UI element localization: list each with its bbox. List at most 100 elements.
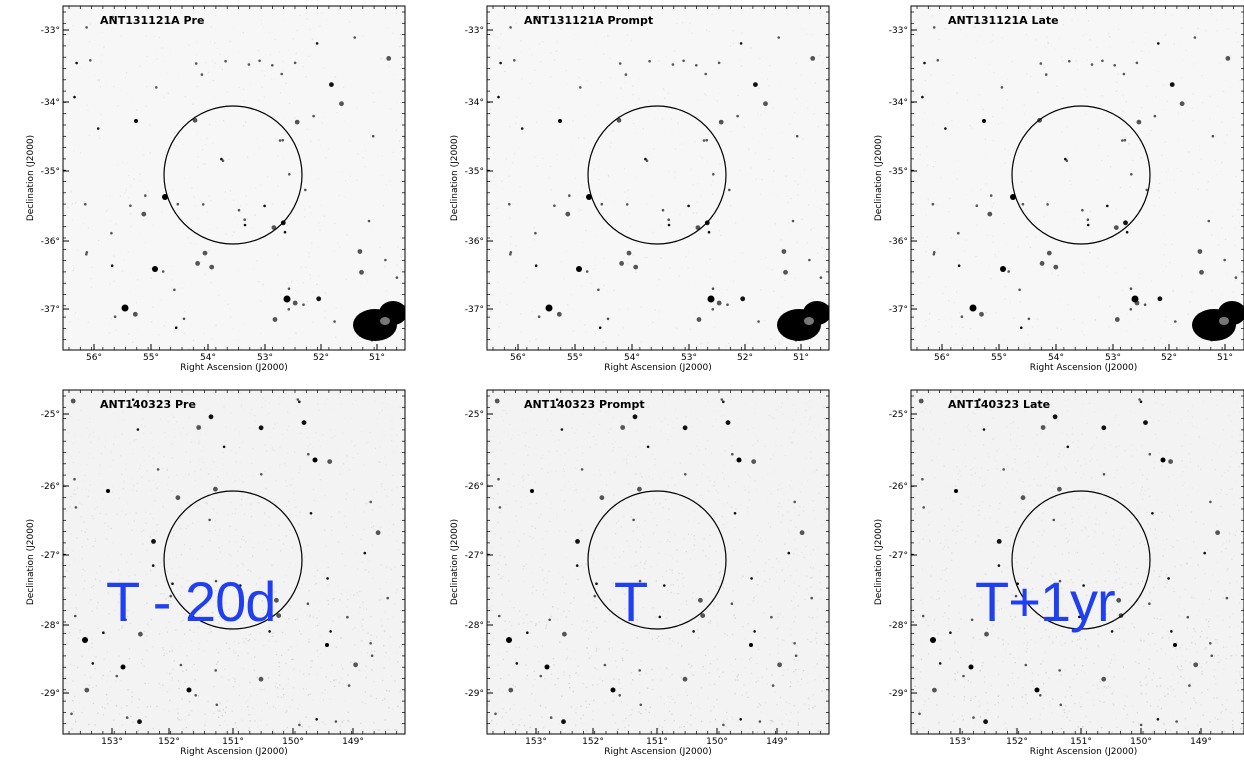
noise-pixel [825, 293, 826, 294]
noise-pixel [679, 726, 680, 727]
noise-pixel [825, 471, 826, 472]
noise-pixel [1035, 237, 1036, 238]
point-source [568, 194, 571, 197]
noise-pixel [90, 434, 91, 435]
noise-pixel [83, 708, 84, 709]
noise-pixel [809, 407, 810, 408]
noise-pixel [788, 469, 789, 470]
noise-pixel [656, 580, 657, 581]
noise-pixel [71, 456, 72, 457]
noise-pixel [989, 64, 990, 65]
noise-pixel [588, 593, 589, 594]
noise-pixel [489, 462, 490, 463]
noise-pixel [691, 534, 692, 535]
noise-pixel [133, 485, 134, 486]
noise-pixel [733, 590, 734, 591]
noise-pixel [1032, 326, 1033, 327]
point-source [633, 265, 638, 270]
noise-pixel [338, 195, 339, 196]
noise-pixel [1172, 290, 1173, 291]
noise-pixel [379, 92, 380, 93]
noise-pixel [194, 244, 195, 245]
point-source [708, 231, 711, 234]
noise-pixel [154, 500, 155, 501]
noise-pixel [209, 124, 210, 125]
noise-pixel [647, 688, 648, 689]
noise-pixel [1163, 84, 1164, 85]
noise-pixel [501, 450, 502, 451]
noise-pixel [582, 242, 583, 243]
noise-pixel [1145, 32, 1146, 33]
noise-pixel [93, 518, 94, 519]
noise-pixel [827, 195, 828, 196]
noise-pixel [494, 414, 495, 415]
noise-pixel [289, 605, 290, 606]
noise-pixel [697, 99, 698, 100]
point-source [703, 139, 706, 142]
noise-pixel [122, 162, 123, 163]
noise-pixel [1003, 223, 1004, 224]
noise-pixel [765, 539, 766, 540]
noise-pixel [518, 484, 519, 485]
noise-pixel [288, 501, 289, 502]
noise-pixel [89, 646, 90, 647]
noise-pixel [737, 675, 738, 676]
noise-pixel [320, 653, 321, 654]
noise-pixel [235, 480, 236, 481]
noise-pixel [819, 55, 820, 56]
noise-pixel [1141, 107, 1142, 108]
noise-pixel [229, 648, 230, 649]
noise-pixel [563, 611, 564, 612]
noise-pixel [1236, 176, 1237, 177]
noise-pixel [253, 663, 254, 664]
noise-pixel [714, 481, 715, 482]
point-source [1180, 101, 1185, 106]
noise-pixel [662, 727, 663, 728]
noise-pixel [756, 596, 757, 597]
noise-pixel [601, 324, 602, 325]
point-source [339, 101, 344, 106]
noise-pixel [502, 410, 503, 411]
noise-pixel [793, 553, 794, 554]
noise-pixel [70, 496, 71, 497]
noise-pixel [515, 500, 516, 501]
noise-pixel [371, 635, 372, 636]
noise-pixel [346, 234, 347, 235]
noise-pixel [128, 718, 129, 719]
noise-pixel [710, 293, 711, 294]
noise-pixel [1240, 80, 1241, 81]
noise-pixel [1139, 143, 1140, 144]
noise-pixel [278, 662, 279, 663]
noise-pixel [577, 562, 578, 563]
noise-pixel [981, 104, 982, 105]
noise-pixel [824, 417, 825, 418]
noise-pixel [820, 589, 821, 590]
noise-pixel [328, 447, 329, 448]
noise-pixel [388, 729, 389, 730]
noise-pixel [959, 312, 960, 313]
noise-pixel [89, 41, 90, 42]
noise-pixel [509, 176, 510, 177]
noise-pixel [671, 592, 672, 593]
noise-pixel [288, 678, 289, 679]
noise-pixel [792, 642, 793, 643]
noise-pixel [90, 677, 91, 678]
noise-pixel [816, 464, 817, 465]
noise-pixel [769, 103, 770, 104]
noise-pixel [595, 257, 596, 258]
noise-pixel [560, 454, 561, 455]
noise-pixel [106, 318, 107, 319]
noise-pixel [119, 655, 120, 656]
noise-pixel [356, 487, 357, 488]
point-source [302, 420, 307, 425]
noise-pixel [73, 700, 74, 701]
noise-pixel [759, 178, 760, 179]
noise-pixel [815, 437, 816, 438]
point-source [279, 139, 282, 142]
noise-pixel [535, 482, 536, 483]
noise-pixel [743, 253, 744, 254]
point-source [209, 414, 214, 419]
noise-pixel [749, 659, 750, 660]
noise-pixel [810, 342, 811, 343]
noise-pixel [795, 669, 796, 670]
